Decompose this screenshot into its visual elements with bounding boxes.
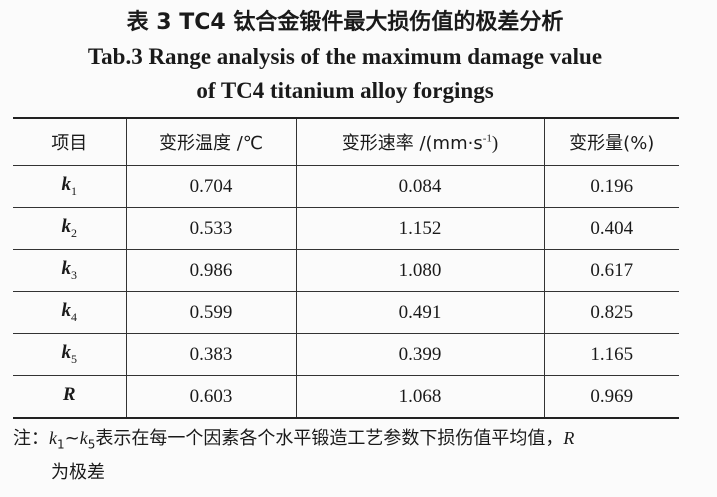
table-title-en-line2: of TC4 titanium alloy forgings xyxy=(196,78,494,103)
row-label: k1 xyxy=(13,165,126,208)
table-cell: 0.599 xyxy=(125,291,296,334)
table-note: 注：k1~k5表示在每一个因素各个水平锻造工艺参数下损伤值平均值，R 为极差 xyxy=(13,428,575,483)
table-cell: 0.404 xyxy=(543,207,679,250)
header-rate: 变形速率 /(mm·s-1) xyxy=(295,117,544,166)
row-label: k5 xyxy=(13,333,126,376)
table-cell: 1.152 xyxy=(295,207,544,250)
table-cell: 0.969 xyxy=(543,375,679,418)
row-label: k3 xyxy=(13,249,126,292)
table-row: k5 0.383 0.399 1.165 xyxy=(13,333,679,376)
table-cell: 0.084 xyxy=(295,165,544,208)
table-cell: 0.533 xyxy=(125,207,296,250)
table-row: k3 0.986 1.080 0.617 xyxy=(13,249,679,292)
table-title-cn: 表 3 TC4 钛合金锻件最大损伤值的极差分析 xyxy=(126,10,564,35)
table-cell: 0.704 xyxy=(125,165,296,208)
table-cell: 1.068 xyxy=(295,375,544,418)
table-cell: 0.399 xyxy=(295,333,544,376)
table-cell: 0.491 xyxy=(295,291,544,334)
table-row: k1 0.704 0.084 0.196 xyxy=(13,165,679,208)
table-cell: 0.617 xyxy=(543,249,679,292)
table-cell: 0.986 xyxy=(125,249,296,292)
table-row: R 0.603 1.068 0.969 xyxy=(13,375,679,418)
header-deformation: 变形量(%) xyxy=(543,117,679,166)
table-cell: 0.383 xyxy=(125,333,296,376)
header-temperature: 变形温度 /℃ xyxy=(125,117,296,166)
table-row: k4 0.599 0.491 0.825 xyxy=(13,291,679,334)
header-row: 项目 变形温度 /℃ 变形速率 /(mm·s-1) 变形量(%) xyxy=(13,117,679,166)
table-row: k2 0.533 1.152 0.404 xyxy=(13,207,679,250)
table-cell: 0.603 xyxy=(125,375,296,418)
table-cell: 1.080 xyxy=(295,249,544,292)
table-cell: 0.196 xyxy=(543,165,679,208)
row-label: k2 xyxy=(13,207,126,250)
row-label: k4 xyxy=(13,291,126,334)
range-analysis-table: 项目 变形温度 /℃ 变形速率 /(mm·s-1) 变形量(%) k1 0.704… xyxy=(13,117,679,419)
table-cell: 1.165 xyxy=(543,333,679,376)
header-item: 项目 xyxy=(13,117,126,166)
table-title-en-line1: Tab.3 Range analysis of the maximum dama… xyxy=(87,44,603,69)
table-cell: 0.825 xyxy=(543,291,679,334)
row-label: R xyxy=(13,375,126,418)
